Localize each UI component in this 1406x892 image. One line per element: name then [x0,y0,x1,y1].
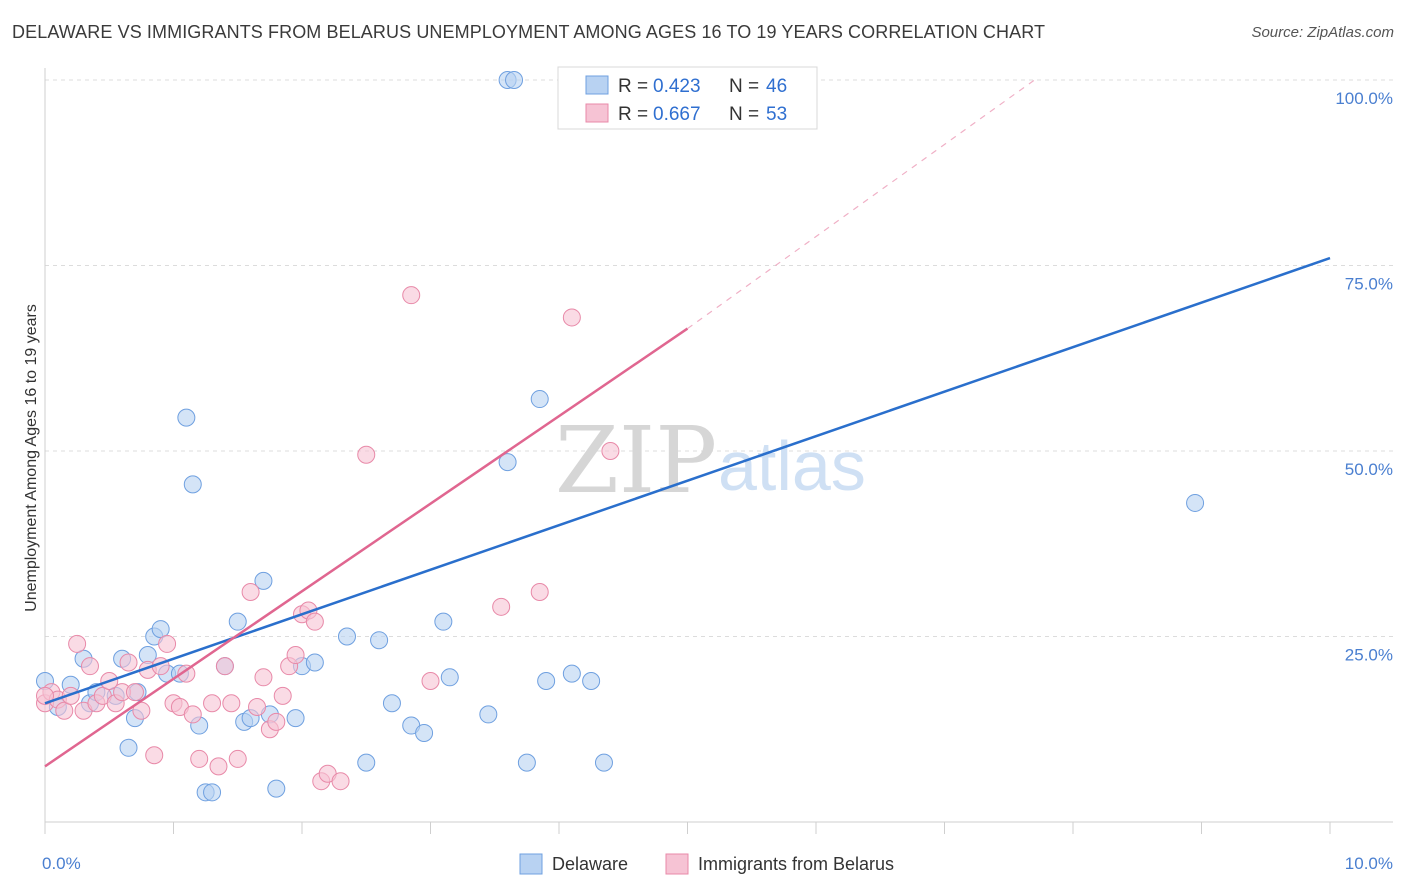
source-credit: Source: ZipAtlas.com [1251,24,1394,41]
bottom-legend-swatch-delaware [519,853,543,875]
bottom-legend-belarus: Immigrants from Belarus [698,854,894,874]
delaware-point [1186,493,1205,512]
y-axis-label: Unemployment Among Ages 16 to 19 years [23,304,40,612]
belarus-point [402,286,421,305]
bottom-legend-swatch-belarus [665,853,689,875]
belarus-point [203,694,222,713]
legend-swatch-delaware [585,75,609,95]
belarus-point [601,442,620,460]
legend-n-value-1: 46 [766,76,787,97]
legend-n-label-1: N = [729,76,759,97]
belarus-point [132,701,151,720]
correlation-legend: R = 0.423 N = 46 R = 0.667 N = 53 [557,66,818,130]
belarus-point [55,701,74,720]
delaware-point [119,738,138,757]
watermark-atlas: atlas [718,427,866,505]
y-tick-label: 75.0% [1345,275,1393,294]
watermark-zip: ZIP [555,407,717,514]
belarus-trend-line [44,327,689,768]
belarus-point [215,657,234,676]
delaware-point [286,709,305,728]
delaware-point [479,705,498,724]
belarus-point [80,657,99,676]
delaware-point [440,668,459,687]
delaware-point [337,627,356,646]
belarus-point [331,772,350,791]
delaware-point [434,612,453,631]
belarus-point [241,582,260,601]
delaware-point [582,672,601,691]
delaware-point [530,390,549,409]
belarus-point [36,686,54,705]
belarus-point [421,672,440,691]
belarus-point [158,634,177,653]
delaware-point [594,753,613,772]
delaware-point [370,631,389,650]
belarus-point [248,697,267,716]
x-tick-label: 10.0% [1345,854,1393,873]
belarus-point [286,646,305,665]
data-points [36,71,1205,802]
y-tick-label: 50.0% [1345,460,1393,479]
belarus-point [273,686,292,705]
delaware-point [177,408,196,427]
gridlines [45,79,1393,637]
belarus-point [222,694,241,713]
legend-r-value-2: 0.667 [653,104,701,125]
delaware-trend-line [44,256,1331,705]
tick-labels: 25.0% 50.0% 75.0% 100.0% 0.0% 10.0% [42,89,1393,873]
chart-title: DELAWARE VS IMMIGRANTS FROM BELARUS UNEM… [12,22,1046,42]
delaware-point [254,571,273,590]
belarus-point [190,749,209,768]
belarus-point [492,597,511,616]
legend-r-label-1: R = [618,76,648,97]
belarus-point [305,612,324,631]
delaware-point [505,71,524,89]
belarus-point [254,668,273,687]
x-tick-label: 0.0% [42,854,81,873]
y-tick-label: 25.0% [1345,646,1393,665]
series-legend: Delaware Immigrants from Belarus [519,853,894,875]
delaware-point [203,783,222,802]
delaware-point [517,753,536,772]
delaware-point [537,672,556,691]
delaware-point [498,453,517,472]
delaware-point [415,723,434,742]
delaware-point [151,620,170,639]
y-tick-label: 100.0% [1335,89,1393,108]
legend-swatch-belarus [585,103,609,123]
belarus-point [209,757,228,776]
delaware-point [228,612,247,631]
belarus-point [228,749,247,768]
delaware-point [357,753,376,772]
bottom-legend-delaware: Delaware [552,854,628,874]
belarus-point [562,308,581,327]
belarus-point [68,634,87,653]
belarus-point [125,683,144,702]
belarus-point [267,712,286,731]
legend-r-label-2: R = [618,104,648,125]
delaware-point [382,694,401,713]
belarus-point [177,664,196,683]
belarus-point [357,445,376,464]
belarus-point [119,653,138,672]
belarus-point [530,582,549,601]
trend-lines [44,79,1331,768]
legend-n-value-2: 53 [766,104,787,125]
legend-r-value-1: 0.423 [653,76,701,97]
legend-n-label-2: N = [729,104,759,125]
delaware-point [267,779,286,798]
delaware-point [562,664,581,683]
delaware-point [183,475,202,494]
belarus-point [145,746,164,765]
belarus-point [183,705,202,724]
delaware-point [305,653,324,672]
